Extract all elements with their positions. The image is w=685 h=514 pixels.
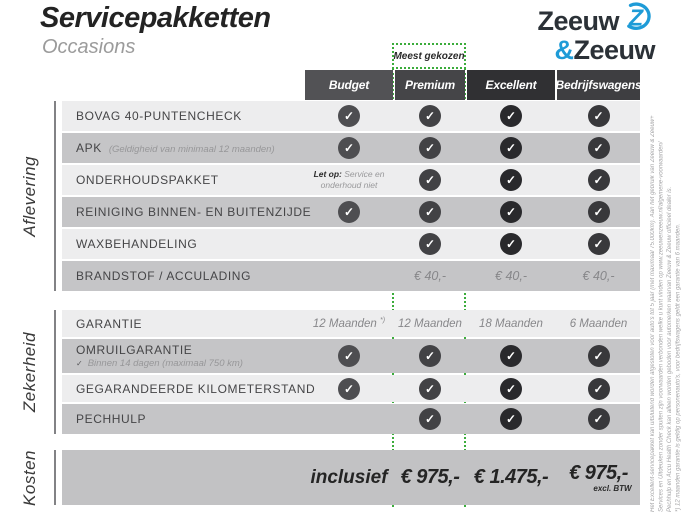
- svg-text:Z: Z: [628, 4, 644, 30]
- row-label: GARANTIE: [76, 316, 143, 331]
- check-icon: ✓: [419, 137, 441, 159]
- table-row-waxbehandeling: WAXBEHANDELING ✓ ✓ ✓: [62, 229, 640, 259]
- row-label: REINIGING BINNEN- EN BUITENZIJDE: [76, 205, 312, 219]
- check-icon: ✓: [587, 233, 610, 255]
- row-label: WAXBEHANDELING: [76, 237, 198, 251]
- price-value: € 40,-: [414, 269, 446, 283]
- check-icon: ✓: [419, 408, 441, 430]
- row-sublabel: Binnen 14 dagen (maximaal 750 km): [87, 358, 243, 369]
- row-sublabel: (Geldigheid van minimaal 12 maanden): [108, 144, 275, 155]
- table-row-apk: APK (Geldigheid van minimaal 12 maanden)…: [62, 133, 640, 163]
- check-icon: ✓: [338, 377, 360, 400]
- check-icon: ✓: [587, 345, 610, 367]
- most-chosen-badge: Meest gekozen: [392, 43, 466, 69]
- kosten-bedrijfswagens-price: € 975,-: [569, 462, 628, 484]
- check-icon: ✓: [419, 233, 441, 255]
- kosten-btw-note: excl. BTW: [593, 484, 632, 493]
- check-icon: ✓: [500, 233, 522, 255]
- check-icon: ✓: [419, 169, 441, 191]
- disclaimer-line: Services en Uitdeuken zonder spuiten zij…: [658, 141, 665, 512]
- row-label: GEGARANDEERDE KILOMETERSTAND: [76, 381, 316, 396]
- check-icon: ✓: [587, 169, 610, 191]
- table-row-garantie: GARANTIE 12 Maanden *) 12 Maanden 18 Maa…: [62, 310, 640, 337]
- check-icon: ✓: [419, 345, 441, 367]
- kosten-excellent-price: € 1.475,-: [473, 466, 549, 488]
- table-row-brandstof: BRANDSTOF / ACCULADING € 40,- € 40,- € 4…: [62, 261, 640, 291]
- check-icon: ✓: [587, 201, 610, 223]
- table-row-kosten: inclusief € 975,- € 1.475,- € 975,- excl…: [62, 450, 640, 505]
- check-icon: ✓: [338, 105, 360, 127]
- legal-disclaimer: Het Excellent-servicepakket kan uitsluit…: [649, 92, 683, 512]
- logo-word-1: Zeeuw: [537, 6, 619, 36]
- check-icon: ✓: [587, 408, 610, 430]
- check-icon: ✓: [419, 377, 441, 400]
- table-row-omruilgarantie: OMRUILGARANTIE ✓ Binnen 14 dagen (maxima…: [62, 339, 640, 373]
- check-icon: ✓: [500, 137, 522, 159]
- warranty-value: 12 Maanden: [398, 317, 462, 330]
- price-value: € 40,-: [495, 269, 527, 283]
- check-icon: ✓: [338, 137, 360, 159]
- section-label-zekerheid: Zekerheid: [20, 331, 39, 413]
- table-row-onderhoudspakket: ONDERHOUDSPAKKET Let op: Service en onde…: [62, 165, 640, 195]
- check-icon: ✓: [587, 377, 610, 400]
- kosten-premium-price: € 975,-: [400, 466, 460, 488]
- check-icon: ✓: [500, 169, 522, 191]
- table-row-pechhulp: PECHHULP ✓ ✓ ✓: [62, 404, 640, 434]
- row-label: PECHHULP: [76, 412, 147, 426]
- section-label-aflevering: Aflevering: [20, 155, 39, 237]
- check-icon: ✓: [338, 201, 360, 223]
- budget-note: Let op: Service en onderhoud niet: [313, 168, 385, 190]
- warranty-value: 18 Maanden: [479, 317, 543, 330]
- zeeuw-en-zeeuw-logo: Zeeuw Z & Zeeuw: [537, 2, 655, 64]
- disclaimer-line: Het Excellent-servicepakket kan uitsluit…: [650, 115, 656, 512]
- check-icon: ✓: [338, 345, 360, 367]
- column-header-premium: Premium: [395, 70, 465, 100]
- section-bar-zekerheid: [54, 310, 56, 434]
- check-icon: ✓: [500, 377, 522, 400]
- warranty-value: 6 Maanden: [569, 317, 628, 330]
- check-icon: ✓: [500, 345, 522, 367]
- warranty-value: 12 Maanden *): [312, 317, 386, 330]
- row-label: APK: [76, 141, 102, 155]
- check-icon: ✓: [500, 105, 522, 127]
- check-icon: ✓: [587, 137, 610, 159]
- logo-line-1: Zeeuw Z: [537, 2, 655, 41]
- row-label: ONDERHOUDSPAKKET: [76, 173, 219, 187]
- check-icon: ✓: [500, 201, 522, 223]
- section-bar-kosten: [54, 450, 56, 505]
- column-header-excellent: Excellent: [467, 70, 555, 100]
- check-icon: ✓: [419, 105, 441, 127]
- section-bar-aflevering: [54, 101, 56, 291]
- logo-line-2: & Zeeuw: [554, 37, 655, 64]
- check-icon: ✓: [76, 359, 83, 368]
- page-title: Servicepakketten: [40, 2, 271, 34]
- check-icon: ✓: [419, 201, 441, 223]
- disclaimer-line: *) 12 maanden garantie is geldig op pers…: [675, 223, 682, 512]
- logo-z-swoosh-icon: Z: [621, 2, 655, 37]
- table-row-kilometerstand: GEGARANDEERDE KILOMETERSTAND ✓ ✓ ✓ ✓: [62, 375, 640, 402]
- kosten-budget-value: inclusief: [310, 466, 388, 488]
- column-header-budget: Budget: [305, 70, 393, 100]
- column-header-bedrijfswagens: Bedrijfswagens: [556, 70, 642, 100]
- disclaimer-line: Pechhulp en Accu Health Check kan alleen…: [667, 186, 673, 512]
- logo-word-2: Zeeuw: [573, 35, 655, 65]
- logo-ampersand: &: [554, 35, 574, 65]
- table-row-reiniging: REINIGING BINNEN- EN BUITENZIJDE ✓ ✓ ✓ ✓: [62, 197, 640, 227]
- check-icon: ✓: [587, 105, 610, 127]
- row-label: BRANDSTOF / ACCULADING: [76, 269, 252, 283]
- row-label: OMRUILGARANTIE: [76, 343, 193, 357]
- row-label: BOVAG 40-PUNTENCHECK: [76, 109, 242, 123]
- price-value: € 40,-: [582, 269, 615, 283]
- table-row-bovag: BOVAG 40-PUNTENCHECK ✓ ✓ ✓ ✓: [62, 101, 640, 131]
- check-icon: ✓: [500, 408, 522, 430]
- page-subtitle: Occasions: [42, 36, 136, 58]
- section-label-kosten: Kosten: [20, 449, 39, 506]
